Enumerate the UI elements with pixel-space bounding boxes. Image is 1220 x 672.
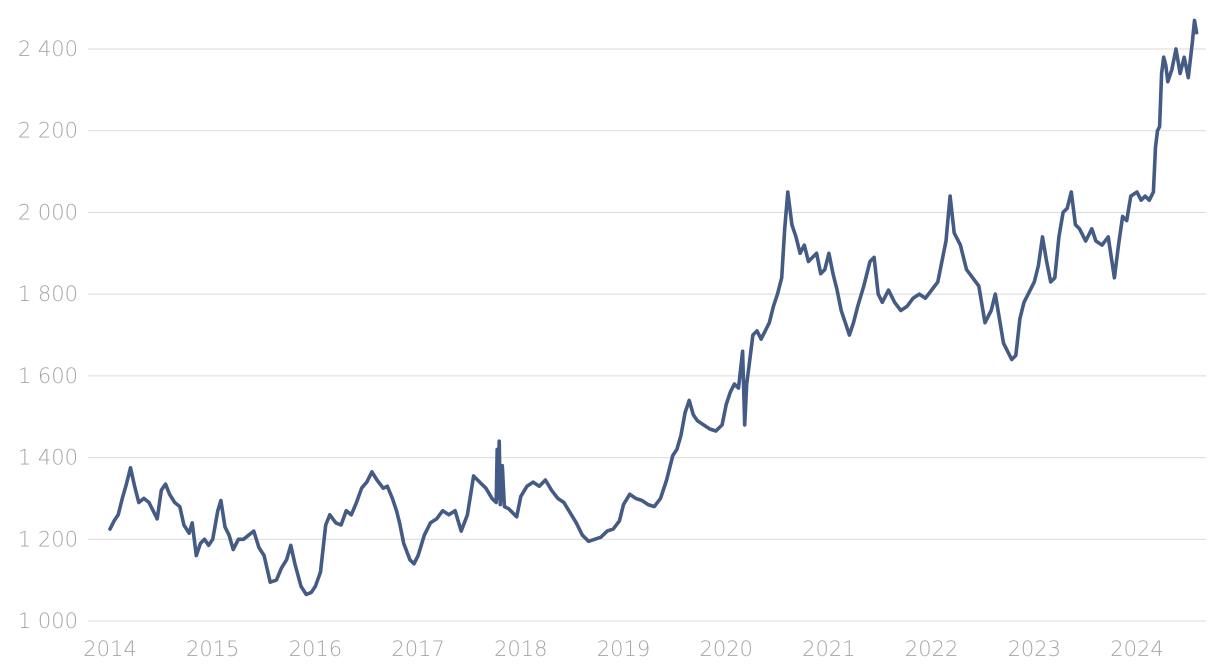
x-tick-label: 2023 <box>1008 637 1061 661</box>
x-tick-label: 2019 <box>597 637 650 661</box>
y-axis-tick-labels: 1 000 1 200 1 400 1 600 1 800 2 000 2 200 2 400 <box>18 37 78 633</box>
x-tick-label: 2014 <box>83 637 136 661</box>
y-tick-label: 2 200 <box>18 119 78 143</box>
x-tick-label: 2022 <box>905 637 958 661</box>
y-tick-label: 1 800 <box>18 282 78 306</box>
y-tick-label: 2 400 <box>18 37 78 61</box>
x-tick-label: 2020 <box>699 637 752 661</box>
x-tick-label: 2016 <box>289 637 342 661</box>
y-tick-label: 1 600 <box>18 364 78 388</box>
gridlines <box>88 48 1206 622</box>
x-axis-tick-labels: 2014 2015 2016 2017 2018 2019 2020 2021 2022 2023… <box>83 637 1163 661</box>
y-tick-label: 1 000 <box>18 609 78 633</box>
x-tick-label: 2015 <box>186 637 239 661</box>
y-tick-label: 1 400 <box>18 446 78 470</box>
x-tick-label: 2024 <box>1110 637 1163 661</box>
x-tick-label: 2018 <box>494 637 547 661</box>
series-layer <box>108 18 1199 597</box>
x-tick-label: 2017 <box>391 637 444 661</box>
y-tick-label: 1 200 <box>18 527 78 551</box>
series-line-0 <box>108 18 1199 597</box>
x-tick-label: 2021 <box>802 637 855 661</box>
y-tick-label: 2 000 <box>18 200 78 224</box>
